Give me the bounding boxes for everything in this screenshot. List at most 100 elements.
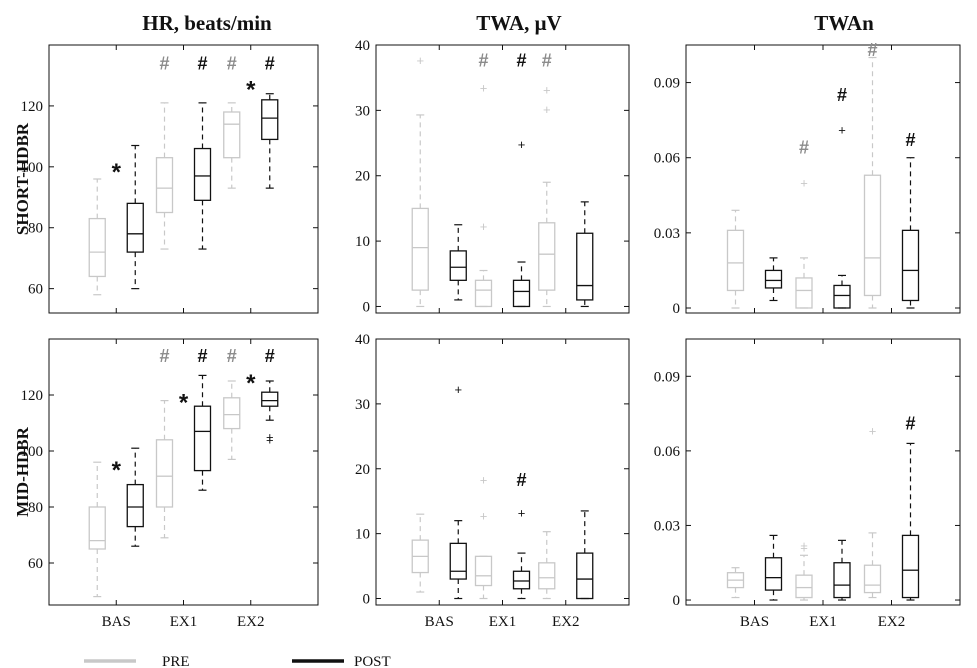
box-iqr: [795, 574, 813, 599]
category-label: BAS: [102, 614, 131, 630]
box-iqr: [126, 202, 144, 253]
category-label: EX2: [878, 614, 906, 630]
box-iqr: [863, 564, 882, 594]
box-pre: [155, 400, 174, 539]
box-iqr: [223, 111, 241, 159]
box-post: [193, 374, 212, 491]
axes-frame: [375, 44, 630, 314]
y-tick-label: 0.03: [654, 518, 680, 534]
box-post: [126, 144, 144, 290]
significance-hash: #: [837, 85, 847, 105]
category-label: EX1: [170, 614, 198, 630]
row-label: SHORT-HDBR: [13, 122, 32, 235]
box-iqr: [449, 250, 467, 281]
y-tick-label: 40: [355, 332, 370, 348]
box-iqr: [474, 555, 493, 587]
column-title: HR, beats/min: [142, 11, 272, 35]
panel: 60 80 100 120 BAS EX1 EX2 ++ # # # # * * *: [21, 338, 319, 630]
legend-label-post: POST: [354, 654, 391, 668]
outlier-marker: +: [416, 53, 424, 68]
box-iqr: [576, 552, 594, 600]
outlier-marker: +: [480, 219, 488, 234]
box-pre: [223, 380, 241, 460]
box-iqr: [833, 562, 851, 599]
outlier-marker: +: [800, 538, 808, 553]
y-tick-label: 0.06: [654, 151, 681, 167]
box-pre: [88, 178, 106, 296]
outlier-marker: +: [800, 175, 808, 190]
y-tick-label: 10: [355, 527, 370, 543]
box-iqr: [261, 99, 279, 141]
box-post: +: [449, 382, 467, 600]
legend-label-pre: PRE: [162, 654, 190, 668]
box-iqr: [193, 405, 212, 472]
outlier-marker: +: [838, 123, 846, 138]
box-post: ++: [261, 380, 279, 447]
box-post: [764, 257, 783, 302]
box-iqr: [833, 284, 851, 309]
box-pre: [726, 209, 745, 309]
box-post: +: [512, 505, 531, 600]
box-iqr: [576, 232, 594, 301]
box-iqr: [538, 222, 556, 291]
y-tick-label: 80: [28, 221, 43, 237]
significance-hash: #: [197, 346, 207, 366]
outlier-marker: +: [480, 81, 488, 96]
significance-hash: #: [197, 53, 207, 73]
y-tick-label: 0.09: [654, 76, 680, 92]
significance-hash: #: [265, 53, 275, 73]
box-pre: ++: [795, 538, 813, 601]
row-label: MID-HDBR: [13, 426, 32, 516]
significance-hash: #: [542, 51, 552, 71]
significance-star: *: [179, 390, 189, 417]
significance-hash: #: [159, 53, 169, 73]
significance-star: *: [112, 457, 122, 484]
box-iqr: [223, 397, 241, 430]
panel: 60 80 100 120 # # # # * *: [21, 44, 319, 314]
box-iqr: [155, 157, 174, 214]
y-tick-label: 100: [21, 444, 44, 460]
y-tick-label: 30: [355, 397, 370, 413]
box-pre: [726, 567, 745, 599]
panel: 0 0.03 0.06 0.09 + + # # # #: [654, 40, 961, 317]
box-post: +: [512, 137, 531, 308]
significance-hash: #: [265, 346, 275, 366]
outlier-marker: +: [480, 472, 488, 487]
y-tick-label: 0.06: [654, 444, 681, 460]
column-title: TWA, μV: [476, 11, 561, 35]
box-pre: ++: [474, 472, 493, 600]
box-iqr: [726, 229, 745, 292]
axes-frame: [48, 338, 319, 606]
y-tick-label: 10: [355, 234, 370, 250]
column-title: TWAn: [814, 11, 874, 35]
significance-star: *: [246, 370, 256, 397]
box-iqr: [764, 557, 783, 591]
box-pre: [88, 461, 106, 598]
box-iqr: [474, 279, 493, 308]
outlier-marker: +: [518, 505, 526, 520]
significance-hash: #: [867, 40, 877, 60]
box-pre: [155, 102, 174, 250]
box-pre: ++: [474, 81, 493, 308]
box-iqr: [126, 483, 144, 528]
box-post: +: [833, 123, 851, 309]
outlier-marker: +: [518, 137, 526, 152]
y-tick-label: 120: [21, 99, 44, 115]
y-tick-label: 30: [355, 103, 370, 119]
category-label: EX2: [237, 614, 265, 630]
y-tick-label: 40: [355, 38, 370, 54]
box-iqr: [764, 269, 783, 289]
y-tick-label: 0.09: [654, 369, 680, 385]
significance-hash: #: [799, 138, 809, 158]
y-tick-label: 80: [28, 500, 43, 516]
significance-star: *: [246, 77, 256, 104]
significance-hash: #: [478, 51, 488, 71]
box-iqr: [193, 147, 212, 201]
significance-hash: #: [516, 470, 526, 490]
box-iqr: [411, 207, 429, 291]
box-post: [193, 102, 212, 250]
box-post: [576, 201, 594, 308]
box-pre: [863, 56, 882, 309]
significance-hash: #: [227, 346, 237, 366]
box-pre: +: [411, 53, 429, 308]
